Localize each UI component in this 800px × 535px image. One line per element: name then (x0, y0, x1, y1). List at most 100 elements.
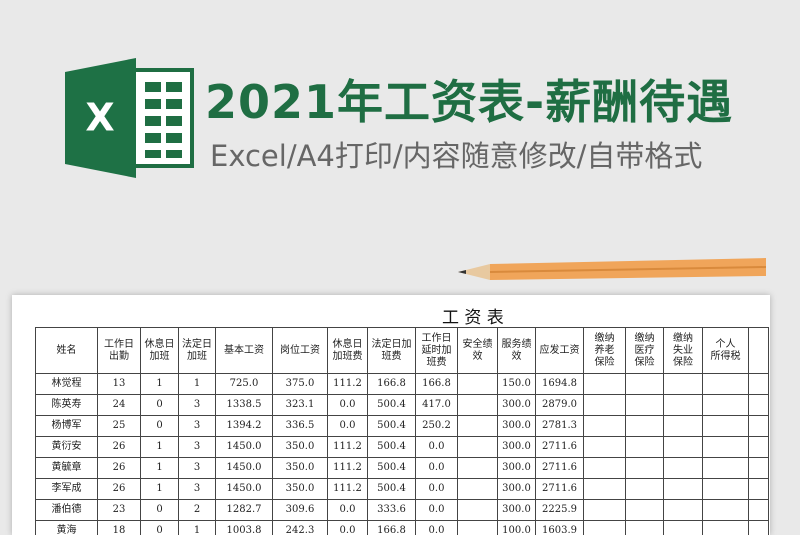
cell: 2225.9 (536, 500, 584, 521)
cell: 0.0 (416, 500, 458, 521)
cell: 111.2 (328, 374, 368, 395)
table-title: 工 资 表 (442, 303, 504, 328)
cell: 2879.0 (536, 395, 584, 416)
cell (749, 458, 769, 479)
cell: 26 (98, 479, 141, 500)
cell: 潘伯德 (36, 500, 98, 521)
cell (664, 479, 703, 500)
cell: 0 (141, 416, 179, 437)
cell: 166.8 (416, 374, 458, 395)
cell: 300.0 (498, 500, 536, 521)
cell: 350.0 (273, 458, 328, 479)
cell (749, 437, 769, 458)
cell (664, 416, 703, 437)
cell: 1450.0 (216, 458, 273, 479)
cell: 1003.8 (216, 521, 273, 535)
cell: 李军成 (36, 479, 98, 500)
cell (703, 437, 749, 458)
cell (458, 479, 498, 500)
cell (584, 521, 626, 535)
header-cell (749, 328, 769, 374)
header-cell: 个人 所得税 (703, 328, 749, 374)
cell (703, 416, 749, 437)
cell: 500.4 (368, 458, 416, 479)
cell: 0 (141, 500, 179, 521)
cell: 26 (98, 437, 141, 458)
cell (584, 416, 626, 437)
cell: 242.3 (273, 521, 328, 535)
cell (458, 374, 498, 395)
header-cell: 应发工资 (536, 328, 584, 374)
cell (458, 458, 498, 479)
cell (664, 374, 703, 395)
subtitle: Excel/A4打印/内容随意修改/自带格式 (210, 133, 702, 175)
cell (703, 374, 749, 395)
cell: 350.0 (273, 479, 328, 500)
cell: 1 (141, 458, 179, 479)
cell: 333.6 (368, 500, 416, 521)
cell (703, 395, 749, 416)
cell: 2781.3 (536, 416, 584, 437)
cell (584, 500, 626, 521)
header-cell: 基本工资 (216, 328, 273, 374)
cell: 111.2 (328, 479, 368, 500)
cell (664, 500, 703, 521)
cell: 黄衍安 (36, 437, 98, 458)
header-cell: 工作日 延时加 班费 (416, 328, 458, 374)
header-cell: 安全绩 效 (458, 328, 498, 374)
cell (626, 416, 664, 437)
header-cell: 缴纳 养老 保险 (584, 328, 626, 374)
cell (664, 437, 703, 458)
cell (703, 500, 749, 521)
cell: 1282.7 (216, 500, 273, 521)
cell: 500.4 (368, 479, 416, 500)
cell: 150.0 (498, 374, 536, 395)
cell: 166.8 (368, 374, 416, 395)
cell: 1 (141, 374, 179, 395)
cell (458, 500, 498, 521)
cell: 0.0 (416, 479, 458, 500)
cell (703, 479, 749, 500)
header-cell: 缴纳 失业 保险 (664, 328, 703, 374)
cell: 0 (141, 521, 179, 535)
cell: 300.0 (498, 395, 536, 416)
cell (749, 521, 769, 535)
cell: 黄海 (36, 521, 98, 535)
cell: 300.0 (498, 479, 536, 500)
logo-letter: X (85, 96, 114, 140)
cell (664, 395, 703, 416)
cell: 2 (179, 500, 216, 521)
cell (458, 395, 498, 416)
cell: 林觉程 (36, 374, 98, 395)
cell: 309.6 (273, 500, 328, 521)
cell: 3 (179, 416, 216, 437)
cell: 13 (98, 374, 141, 395)
header-cell: 工作日 出勤 (98, 328, 141, 374)
cell: 417.0 (416, 395, 458, 416)
cell: 336.5 (273, 416, 328, 437)
cell: 0.0 (416, 458, 458, 479)
cell: 350.0 (273, 437, 328, 458)
cell: 0 (141, 395, 179, 416)
cell (458, 437, 498, 458)
header-cell: 法定日加 班费 (368, 328, 416, 374)
cell: 26 (98, 458, 141, 479)
cell: 陈英寿 (36, 395, 98, 416)
cell (626, 500, 664, 521)
cell: 300.0 (498, 458, 536, 479)
cell: 2711.6 (536, 479, 584, 500)
cell: 3 (179, 395, 216, 416)
cell (626, 437, 664, 458)
cell (703, 521, 749, 535)
cell: 0.0 (416, 521, 458, 535)
cell: 1694.8 (536, 374, 584, 395)
cell: 1450.0 (216, 479, 273, 500)
cell: 1 (141, 437, 179, 458)
cell: 300.0 (498, 416, 536, 437)
cell (626, 374, 664, 395)
paper: 工 资 表 姓名工作日 出勤休息日 加班法定日 加班基本工资岗位工资休息日 加班… (12, 295, 770, 535)
